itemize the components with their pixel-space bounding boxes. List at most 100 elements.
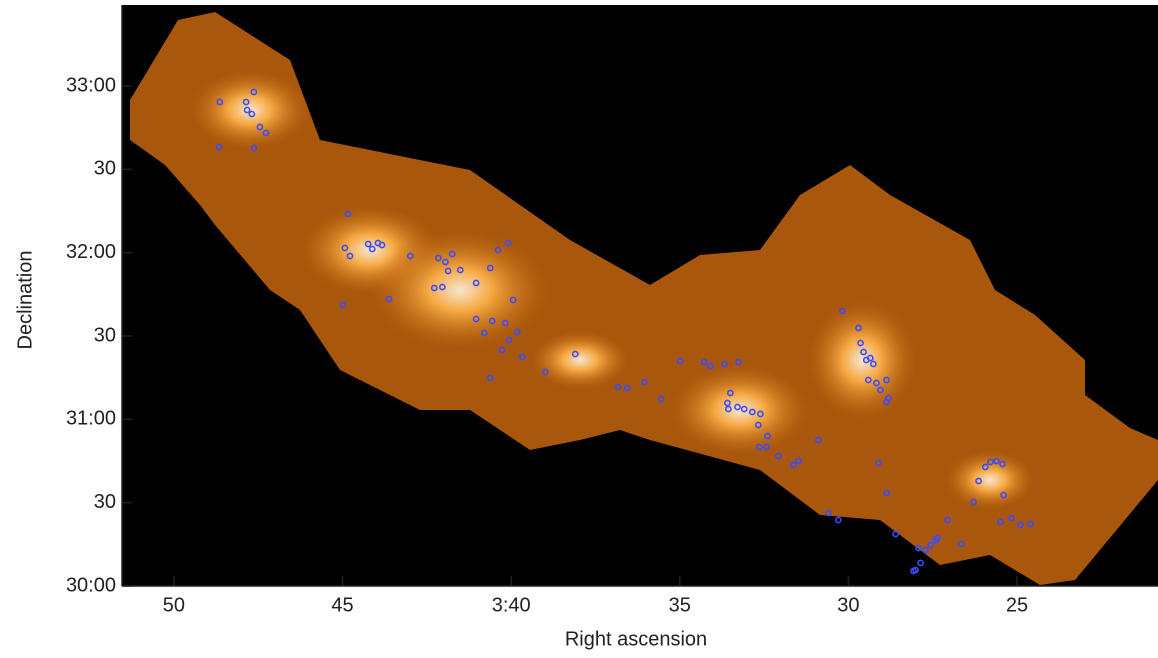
source-point: [869, 360, 877, 368]
source-point: [1017, 521, 1024, 529]
x-tick-label: 45: [331, 594, 353, 616]
source-point: [442, 258, 449, 266]
source-point: [790, 461, 797, 469]
source-point: [256, 123, 264, 131]
source-point: [623, 384, 631, 392]
source-point: [250, 144, 258, 152]
source-point: [774, 452, 782, 460]
source-point: [368, 245, 376, 253]
source-point: [915, 544, 922, 552]
source-point: [262, 129, 270, 137]
source-point: [892, 530, 900, 538]
source-point: [860, 348, 867, 356]
source-point: [518, 353, 526, 361]
source-point: [498, 346, 506, 354]
x-tick-label: 35: [669, 594, 691, 616]
source-point: [735, 358, 742, 366]
source-point: [501, 319, 509, 327]
source-point: [378, 241, 386, 249]
source-point: [406, 252, 414, 260]
y-tick-label: 30: [94, 491, 116, 513]
source-point: [480, 329, 488, 337]
source-point: [999, 460, 1006, 468]
source-point: [763, 443, 770, 451]
source-point: [957, 540, 965, 548]
nebula-glows: [190, 70, 1035, 510]
source-point: [341, 244, 349, 252]
source-point: [701, 358, 708, 366]
source-point: [795, 457, 802, 465]
x-tick-label: 3:40: [492, 594, 531, 616]
source-point: [216, 98, 224, 106]
source-point: [242, 98, 250, 106]
source-point: [434, 254, 442, 262]
source-point: [456, 266, 464, 274]
source-point: [513, 328, 521, 336]
source-point: [1000, 491, 1007, 499]
source-point: [364, 240, 372, 248]
source-point: [883, 376, 890, 384]
source-point: [248, 110, 256, 118]
source-point: [934, 534, 941, 542]
y-tick-label: 30: [94, 158, 116, 180]
source-point: [723, 399, 731, 407]
source-point: [657, 395, 665, 403]
source-point: [344, 210, 352, 218]
source-point: [726, 389, 734, 397]
source-point: [720, 360, 728, 368]
source-point: [724, 405, 732, 413]
x-tick-label: 30: [837, 594, 859, 616]
source-point: [855, 324, 862, 332]
source-point: [448, 250, 456, 258]
source-point: [504, 239, 512, 247]
y-tick-label: 33:00: [66, 74, 116, 96]
x-tick-label: 50: [163, 594, 185, 616]
source-point: [764, 432, 771, 440]
nebula-map: [130, 12, 1158, 585]
source-point: [486, 374, 494, 382]
source-point: [864, 376, 872, 384]
source-point: [444, 267, 452, 275]
source-point: [488, 317, 496, 325]
x-tick-label: 25: [1006, 594, 1028, 616]
source-point: [676, 357, 684, 365]
source-point: [494, 246, 502, 254]
source-point: [873, 379, 880, 387]
source-point: [834, 516, 842, 524]
y-tick-label: 31:00: [66, 408, 116, 430]
source-point: [927, 541, 935, 549]
source-point: [215, 143, 223, 151]
source-point: [922, 546, 930, 554]
source-point: [541, 368, 549, 376]
source-point: [857, 339, 864, 347]
source-point: [748, 408, 756, 416]
source-point: [910, 567, 917, 575]
y-axis-label: Declination: [14, 251, 36, 350]
source-point: [981, 463, 989, 471]
source-point: [472, 279, 480, 287]
source-point: [970, 498, 977, 506]
source-point: [430, 284, 438, 292]
source-point: [814, 436, 822, 444]
source-point: [438, 283, 446, 291]
source-point: [875, 459, 882, 467]
source-point: [917, 559, 924, 567]
source-point: [614, 383, 622, 391]
y-tick-label: 32:00: [66, 241, 116, 263]
source-point: [885, 394, 892, 402]
source-point: [944, 516, 951, 524]
source-point: [755, 443, 763, 451]
source-point: [571, 350, 579, 358]
y-tick-label: 30:00: [66, 574, 116, 596]
source-point: [883, 489, 890, 497]
source-point: [734, 403, 741, 411]
source-point: [385, 295, 393, 303]
x-axis-label: Right ascension: [565, 628, 707, 650]
source-point: [509, 296, 517, 304]
source-point: [640, 378, 648, 386]
source-point: [997, 518, 1004, 526]
source-point: [486, 264, 494, 272]
source-point: [1027, 520, 1034, 528]
